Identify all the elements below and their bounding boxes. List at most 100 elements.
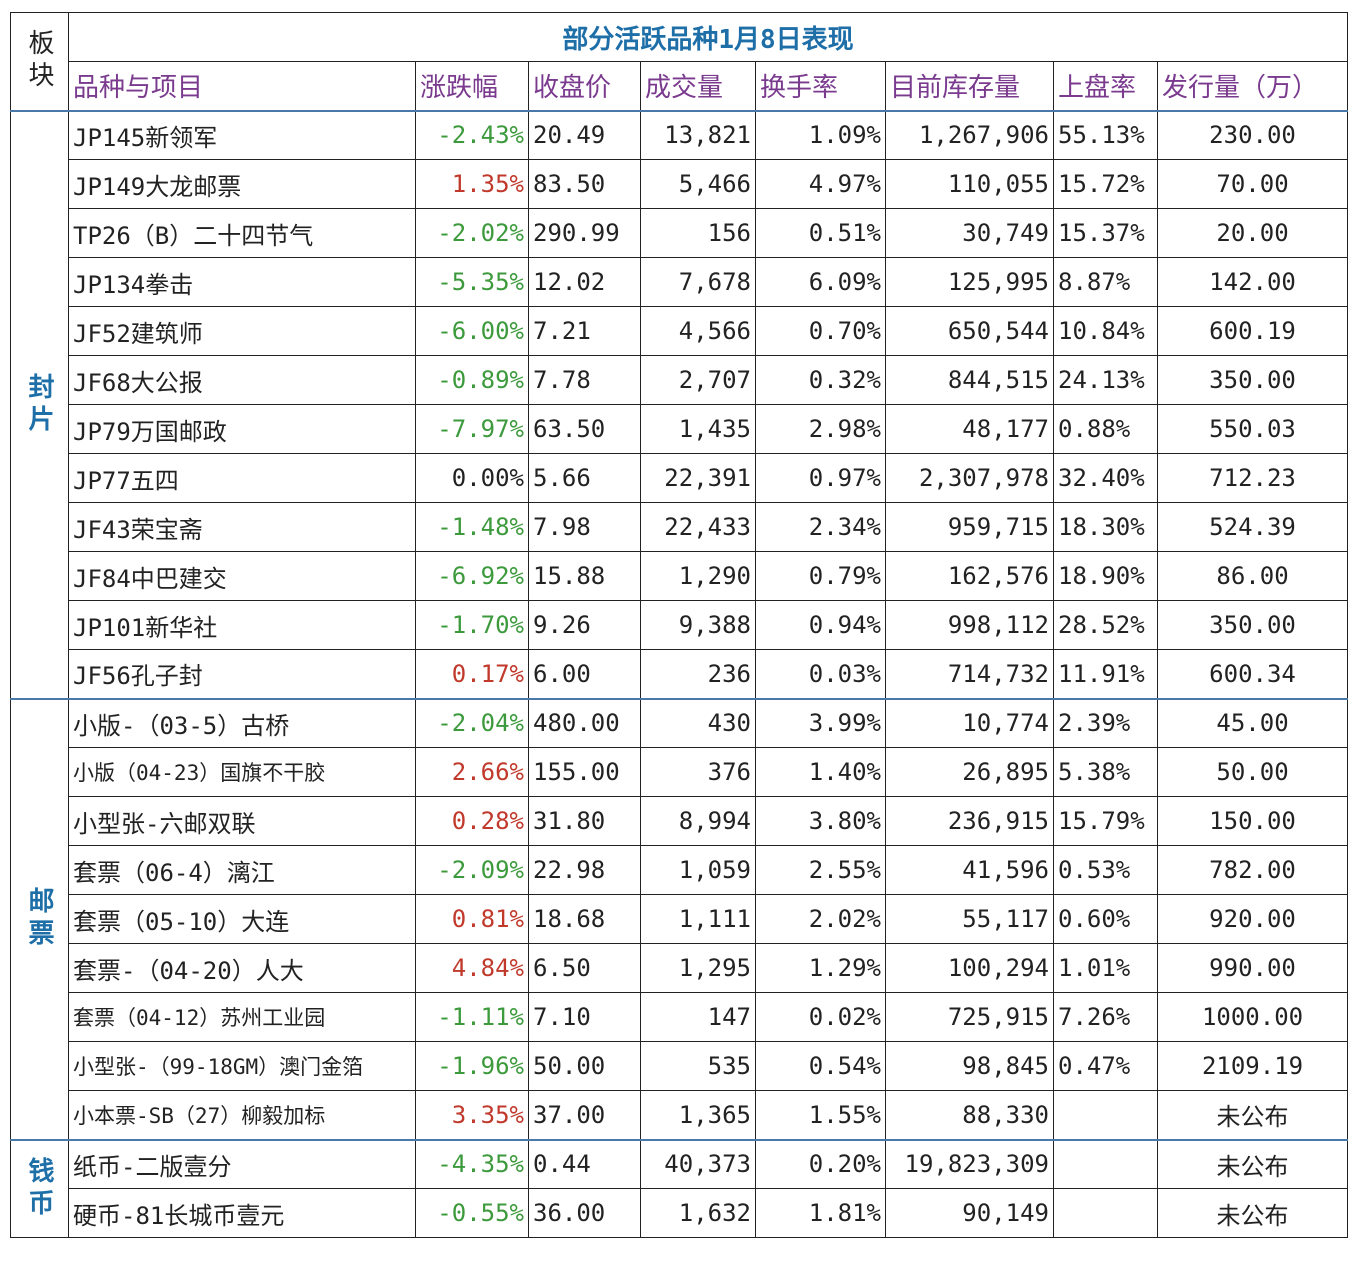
- listing-rate: 28.52%: [1053, 600, 1158, 650]
- change: -2.04%: [415, 697, 529, 748]
- change: 1.35%: [415, 159, 529, 209]
- close-price: 6.50: [528, 943, 641, 993]
- volume: 535: [640, 1041, 756, 1091]
- close-price: 12.02: [528, 257, 641, 307]
- turnover: 0.94%: [755, 600, 886, 650]
- change: -0.89%: [415, 355, 529, 405]
- listing-rate: 18.90%: [1053, 551, 1158, 601]
- change: -6.92%: [415, 551, 529, 601]
- item-name: JF52建筑师: [68, 306, 416, 356]
- volume: 430: [640, 697, 756, 748]
- data-row: 小本票-SB（27）柳毅加标 3.35% 37.00 1,365 1.55% 88,330…: [11, 1090, 1349, 1140]
- item-name: 小型张-六邮双联: [68, 796, 416, 846]
- item-name: 硬币-81长城币壹元: [68, 1188, 416, 1238]
- volume: 236: [640, 649, 756, 699]
- column-header: 品种与项目: [68, 61, 416, 111]
- item-name: 纸币-二版壹分: [68, 1138, 416, 1189]
- change: 0.81%: [415, 894, 529, 944]
- inventory: 100,294: [885, 943, 1054, 993]
- issue-volume: 20.00: [1156, 208, 1349, 258]
- item-name: 套票（05-10）大连: [68, 894, 416, 944]
- inventory: 30,749: [885, 208, 1054, 258]
- volume: 4,566: [640, 306, 756, 356]
- change: -7.97%: [415, 404, 529, 454]
- data-row: JP101新华社 -1.70% 9.26 9,388 0.94% 998,112 28.52…: [11, 600, 1349, 650]
- data-table: 板块 部分活跃品种1月8日表现 品种与项目 涨跌幅 收盘价 成交量 换手率 目前库存量 上盘…: [10, 12, 1349, 1238]
- listing-rate: 8.87%: [1053, 257, 1158, 307]
- volume: 1,111: [640, 894, 756, 944]
- close-price: 63.50: [528, 404, 641, 454]
- volume: 156: [640, 208, 756, 258]
- column-header: 成交量: [640, 61, 756, 111]
- change: 0.28%: [415, 796, 529, 846]
- change: -1.48%: [415, 502, 529, 552]
- turnover: 4.97%: [755, 159, 886, 209]
- section-label: 邮票: [10, 697, 69, 1140]
- item-name: 小版（04-23）国旗不干胶: [68, 747, 416, 797]
- issue-volume: 142.00: [1156, 257, 1349, 307]
- turnover: 1.81%: [755, 1188, 886, 1238]
- listing-rate: [1053, 1090, 1158, 1140]
- listing-rate: 2.39%: [1053, 697, 1158, 748]
- item-name: JP149大龙邮票: [68, 159, 416, 209]
- turnover: 0.02%: [755, 992, 886, 1042]
- change: 4.84%: [415, 943, 529, 993]
- issue-volume: 未公布: [1156, 1090, 1349, 1140]
- data-row: 套票（05-10）大连 0.81% 18.68 1,111 2.02% 55,117 0.6…: [11, 894, 1349, 944]
- change: 3.35%: [415, 1090, 529, 1140]
- turnover: 0.20%: [755, 1138, 886, 1189]
- inventory: 110,055: [885, 159, 1054, 209]
- inventory: 125,995: [885, 257, 1054, 307]
- data-row: JP79万国邮政 -7.97% 63.50 1,435 2.98% 48,177 0.88%…: [11, 404, 1349, 454]
- inventory: 41,596: [885, 845, 1054, 895]
- volume: 1,632: [640, 1188, 756, 1238]
- item-name: 套票（06-4）漓江: [68, 845, 416, 895]
- turnover: 2.98%: [755, 404, 886, 454]
- change: -1.96%: [415, 1041, 529, 1091]
- item-name: JP134拳击: [68, 257, 416, 307]
- data-row: JP77五四 0.00% 5.66 22,391 0.97% 2,307,978 32.40…: [11, 453, 1349, 503]
- volume: 1,295: [640, 943, 756, 993]
- data-row: 套票-（04-20）人大 4.84% 6.50 1,295 1.29% 100,294 1.…: [11, 943, 1349, 993]
- volume: 2,707: [640, 355, 756, 405]
- volume: 5,466: [640, 159, 756, 209]
- inventory: 88,330: [885, 1090, 1054, 1140]
- close-price: 36.00: [528, 1188, 641, 1238]
- inventory: 90,149: [885, 1188, 1054, 1238]
- listing-rate: 55.13%: [1053, 109, 1158, 160]
- issue-volume: 712.23: [1156, 453, 1349, 503]
- inventory: 236,915: [885, 796, 1054, 846]
- turnover: 0.70%: [755, 306, 886, 356]
- issue-volume: 782.00: [1156, 845, 1349, 895]
- inventory: 162,576: [885, 551, 1054, 601]
- listing-rate: 15.37%: [1053, 208, 1158, 258]
- close-price: 7.98: [528, 502, 641, 552]
- listing-rate: 7.26%: [1053, 992, 1158, 1042]
- issue-volume: 未公布: [1156, 1138, 1349, 1189]
- listing-rate: 10.84%: [1053, 306, 1158, 356]
- change: -2.43%: [415, 109, 529, 160]
- inventory: 725,915: [885, 992, 1054, 1042]
- change: 0.17%: [415, 649, 529, 699]
- volume: 1,290: [640, 551, 756, 601]
- listing-rate: 0.53%: [1053, 845, 1158, 895]
- turnover: 0.51%: [755, 208, 886, 258]
- issue-volume: 350.00: [1156, 355, 1349, 405]
- issue-volume: 未公布: [1156, 1188, 1349, 1238]
- item-name: JF68大公报: [68, 355, 416, 405]
- column-header: 目前库存量: [885, 61, 1054, 111]
- close-price: 15.88: [528, 551, 641, 601]
- issue-volume: 350.00: [1156, 600, 1349, 650]
- turnover: 1.40%: [755, 747, 886, 797]
- table-title: 部分活跃品种1月8日表现: [67, 12, 1349, 62]
- close-price: 7.78: [528, 355, 641, 405]
- data-row: 硬币-81长城币壹元 -0.55% 36.00 1,632 1.81% 90,149 未公布: [11, 1188, 1349, 1238]
- listing-rate: 0.88%: [1053, 404, 1158, 454]
- close-price: 50.00: [528, 1041, 641, 1091]
- item-name: 小版-（03-5）古桥: [68, 697, 416, 748]
- volume: 7,678: [640, 257, 756, 307]
- item-name: TP26（B）二十四节气: [68, 208, 416, 258]
- turnover: 2.34%: [755, 502, 886, 552]
- issue-volume: 86.00: [1156, 551, 1349, 601]
